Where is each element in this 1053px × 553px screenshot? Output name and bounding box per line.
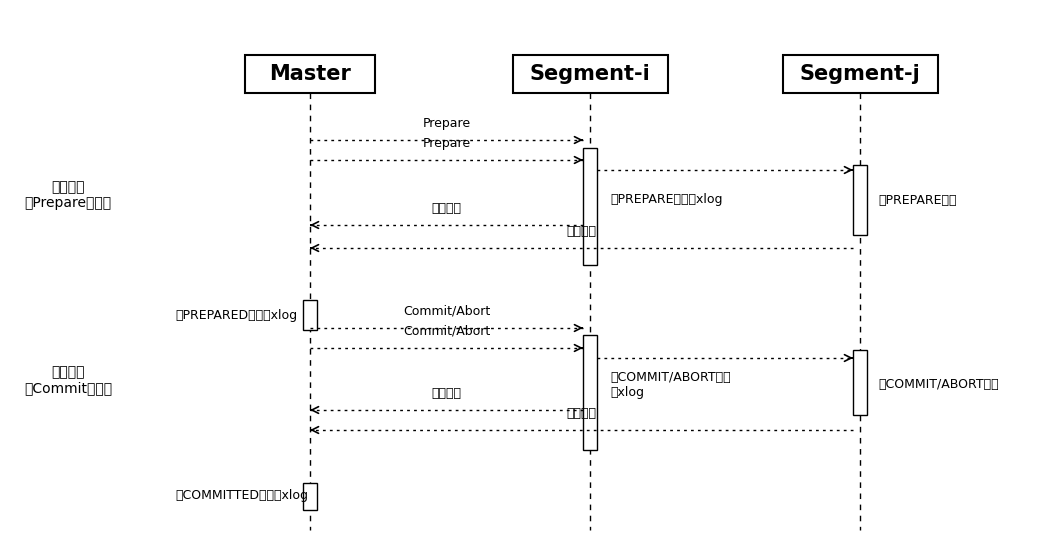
Text: 返回结果: 返回结果 [567,407,596,420]
Bar [303,300,317,330]
Text: 写PREPARE日志: 写PREPARE日志 [878,194,956,206]
Text: 写COMMIT/ABORT日志
到xlog: 写COMMIT/ABORT日志 到xlog [610,371,731,399]
Text: 写PREPARE日志到xlog: 写PREPARE日志到xlog [610,194,722,206]
Bar [245,55,375,93]
Text: Prepare: Prepare [422,117,471,130]
Text: 第一阶段
（Prepare阶段）: 第一阶段 （Prepare阶段） [24,180,112,210]
Bar [853,350,867,415]
Text: 返回结果: 返回结果 [432,202,461,215]
Bar [303,483,317,510]
Text: 写PREPARED日志到xlog: 写PREPARED日志到xlog [175,309,297,321]
Text: 返回结果: 返回结果 [432,387,461,400]
Text: 写COMMITTED日志到xlog: 写COMMITTED日志到xlog [175,489,307,503]
Bar [782,55,937,93]
Text: 第二阶段
（Commit阶段）: 第二阶段 （Commit阶段） [24,365,112,395]
Text: Commit/Abort: Commit/Abort [403,325,490,338]
Text: Prepare: Prepare [422,137,471,150]
Text: 返回结果: 返回结果 [567,225,596,238]
Text: Commit/Abort: Commit/Abort [403,305,490,318]
Bar [513,55,668,93]
Text: 写COMMIT/ABORT日志: 写COMMIT/ABORT日志 [878,378,998,392]
Text: Segment-j: Segment-j [799,64,920,84]
Bar [583,148,597,265]
Text: Master: Master [270,64,351,84]
Text: Segment-i: Segment-i [530,64,651,84]
Bar [853,165,867,235]
Bar [583,335,597,450]
